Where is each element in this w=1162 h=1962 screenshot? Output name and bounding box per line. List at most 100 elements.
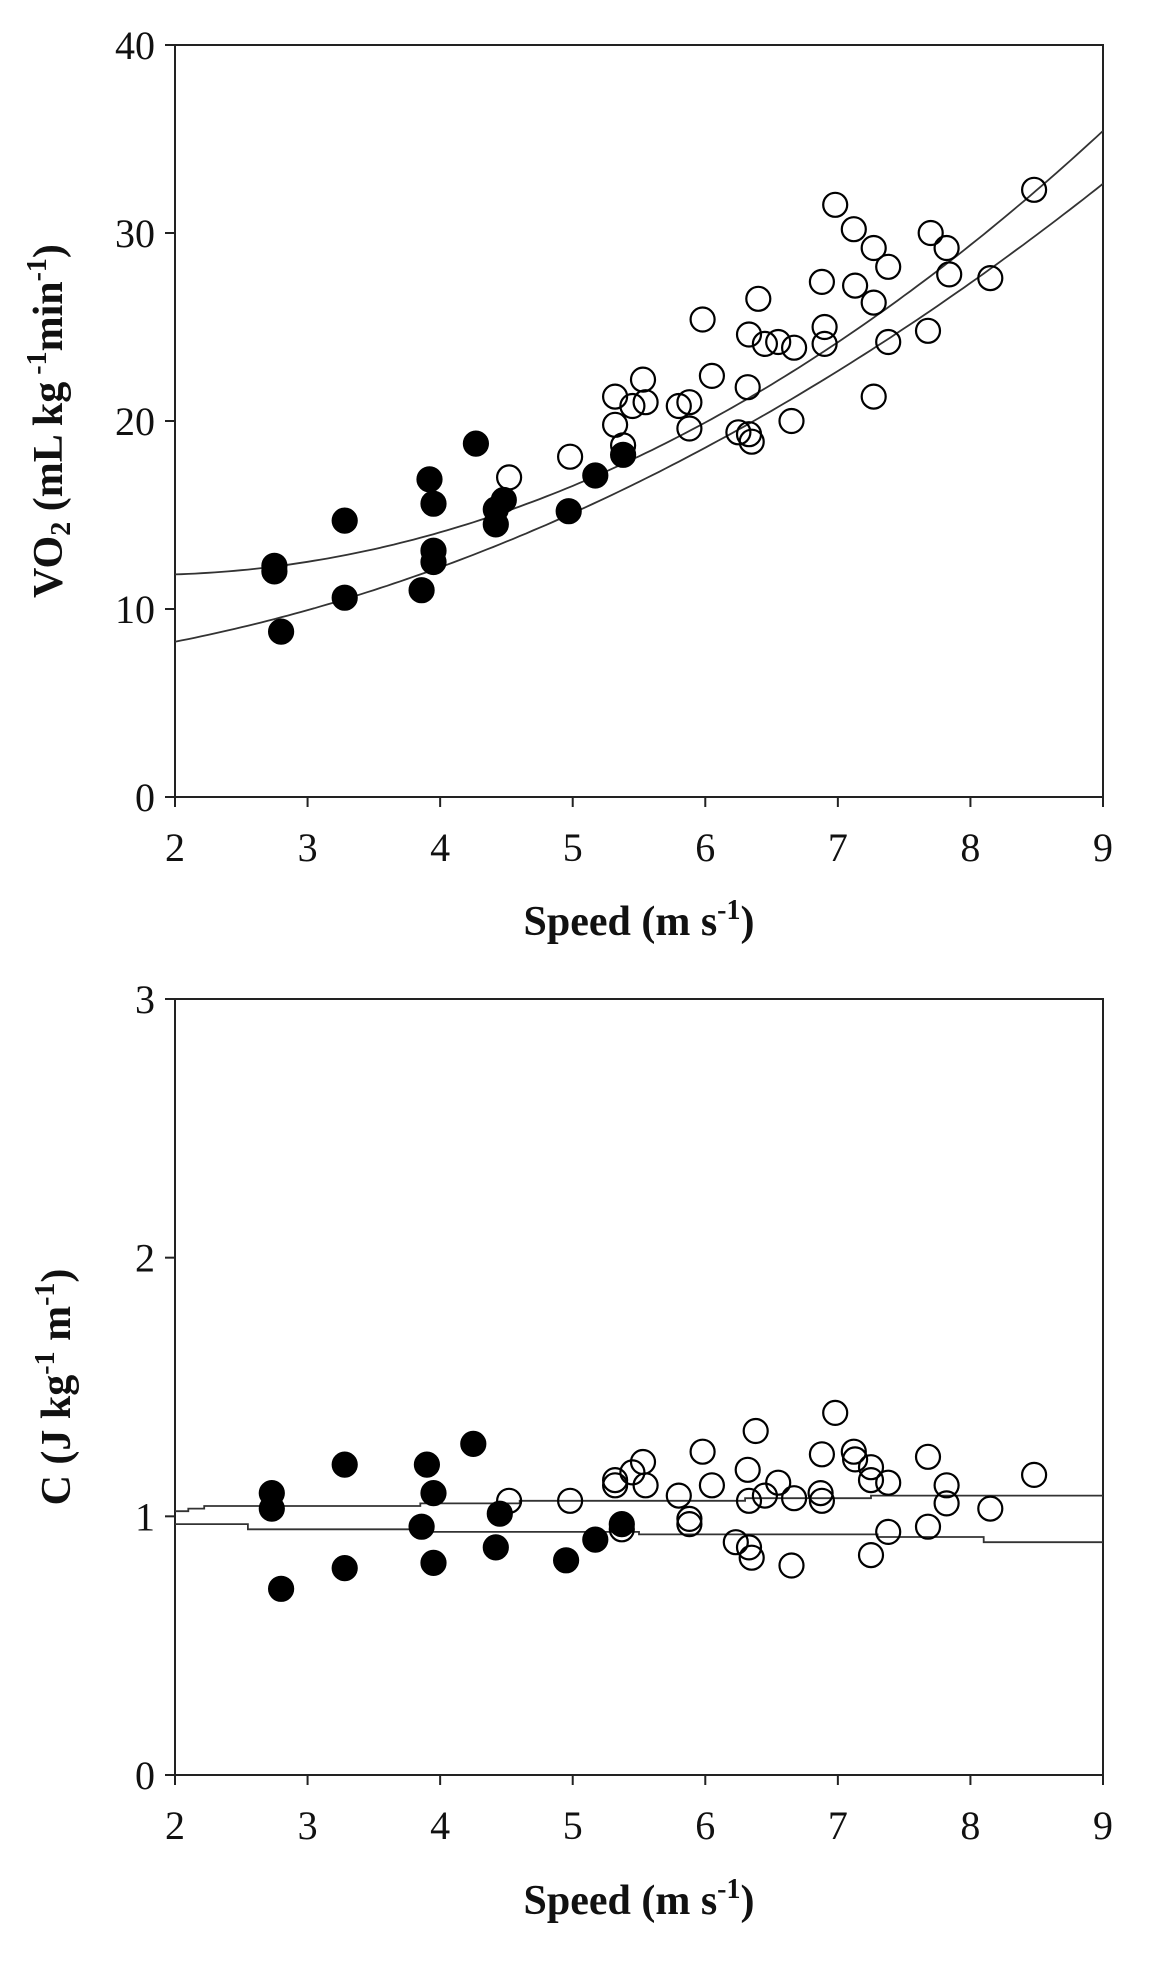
filled-point xyxy=(555,498,582,525)
open-point xyxy=(841,1446,869,1473)
open-point xyxy=(808,268,836,295)
x-tick-label: 9 xyxy=(1093,1803,1113,1848)
open-point xyxy=(914,1443,942,1470)
filled-point xyxy=(462,430,489,457)
filled-point xyxy=(420,490,447,517)
open-point xyxy=(745,285,772,312)
filled-point xyxy=(482,1534,509,1561)
open-point xyxy=(698,362,726,389)
plot-frame xyxy=(174,998,1104,1776)
y-tick-label: 40 xyxy=(115,23,155,68)
y-ticks: 0 10 20 30 40 xyxy=(115,23,175,820)
x-tick-label: 3 xyxy=(298,825,318,870)
filled-point xyxy=(331,1554,358,1582)
open-point xyxy=(857,1541,885,1569)
open-point xyxy=(765,328,792,356)
y-axis-title: C (J kg-1 m-1) xyxy=(30,1269,80,1506)
open-point xyxy=(857,1466,885,1494)
open-point xyxy=(632,1472,659,1499)
x-tick-label: 9 xyxy=(1093,825,1113,870)
open-point xyxy=(933,1490,960,1517)
cost-chart: 0 1 2 3 2 3 4 5 6 7 8 9 Speed (m s-1) C (J kg-1 m-… xyxy=(30,977,1113,1924)
open-point xyxy=(811,330,838,357)
open-point xyxy=(689,306,716,333)
open-point xyxy=(496,1487,523,1514)
filled-point xyxy=(331,507,358,534)
x-tick-label: 5 xyxy=(563,825,583,870)
filled-point xyxy=(416,466,443,493)
open-point xyxy=(808,1441,836,1468)
filled-point xyxy=(408,1513,435,1540)
y-tick-label: 3 xyxy=(135,977,155,1022)
open-point xyxy=(860,289,887,316)
x-tick-label: 6 xyxy=(695,825,715,870)
vo2-chart: 0 10 20 30 40 2 3 4 5 6 7 8 9 Speed (m s-1) VO2 (mL… xyxy=(22,23,1113,945)
filled-point xyxy=(268,1575,295,1602)
band-lines xyxy=(175,1494,1103,1544)
open-point xyxy=(742,1417,769,1445)
open-point xyxy=(807,1479,834,1507)
open-point xyxy=(875,253,902,280)
open-point xyxy=(665,1482,692,1509)
open-point xyxy=(875,1518,902,1546)
open-point xyxy=(780,1485,808,1512)
open-point xyxy=(857,1454,885,1481)
open-point xyxy=(841,272,869,299)
data-points xyxy=(261,176,1048,645)
open-point xyxy=(676,1505,703,1533)
open-point xyxy=(914,317,942,344)
open-point xyxy=(860,383,887,410)
filled-point xyxy=(413,1451,440,1478)
filled-point xyxy=(408,577,435,604)
open-point xyxy=(933,234,960,262)
band-line xyxy=(175,1523,1103,1544)
fit-curve xyxy=(174,130,1104,576)
filled-point xyxy=(460,1430,487,1458)
y-tick-label: 2 xyxy=(135,1236,155,1281)
open-point xyxy=(738,428,765,455)
x-tick-label: 3 xyxy=(298,1803,318,1848)
filled-point xyxy=(420,548,447,576)
filled-point xyxy=(261,558,288,585)
x-ticks: 2 3 4 5 6 7 8 9 xyxy=(165,1775,1113,1848)
open-point xyxy=(977,265,1004,292)
open-point xyxy=(751,330,779,357)
open-point xyxy=(1020,176,1048,203)
filled-point xyxy=(268,618,295,645)
filled-point xyxy=(582,1526,609,1553)
filled-point xyxy=(490,486,517,514)
filled-point xyxy=(258,1495,285,1522)
open-point xyxy=(822,191,849,218)
open-point xyxy=(698,1472,726,1499)
open-point xyxy=(689,1438,716,1465)
open-point xyxy=(780,334,808,361)
filled-point xyxy=(486,1500,513,1527)
open-point xyxy=(556,1487,584,1514)
filled-point xyxy=(331,1451,358,1478)
filled-point xyxy=(420,1549,447,1577)
open-point xyxy=(914,1513,942,1540)
open-point xyxy=(738,1544,765,1571)
open-point xyxy=(629,1448,657,1476)
open-point xyxy=(811,313,838,341)
open-point xyxy=(765,1469,792,1496)
open-point xyxy=(875,1469,902,1496)
open-point xyxy=(840,216,867,243)
open-point xyxy=(778,407,805,435)
open-point xyxy=(722,1529,749,1556)
y-tick-label: 0 xyxy=(135,1753,155,1798)
x-tick-label: 4 xyxy=(430,1803,450,1848)
y-tick-label: 1 xyxy=(135,1494,155,1539)
open-point xyxy=(735,321,763,348)
open-point xyxy=(665,392,692,420)
open-point xyxy=(556,443,584,470)
x-axis-title: Speed (m s-1) xyxy=(523,895,754,945)
x-tick-label: 2 xyxy=(165,1803,185,1848)
open-point xyxy=(676,415,703,442)
open-point xyxy=(608,1516,635,1543)
fit-curve xyxy=(174,182,1104,643)
open-point xyxy=(936,261,963,288)
open-point xyxy=(629,366,657,393)
filled-point xyxy=(331,584,358,611)
